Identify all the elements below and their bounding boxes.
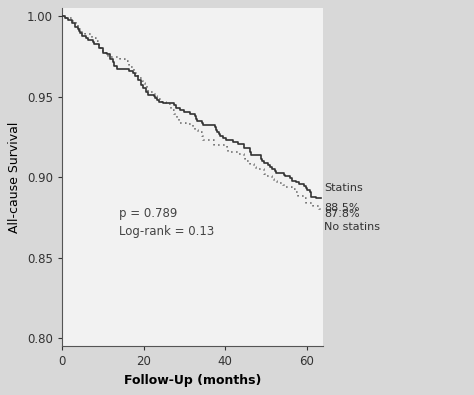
Text: p = 0.789
Log-rank = 0.13: p = 0.789 Log-rank = 0.13 xyxy=(119,207,214,238)
X-axis label: Follow-Up (months): Follow-Up (months) xyxy=(124,374,261,387)
Text: Statins: Statins xyxy=(324,183,363,193)
Y-axis label: All-cause Survival: All-cause Survival xyxy=(9,122,21,233)
Text: 87.8%: 87.8% xyxy=(324,209,360,219)
Text: 88.5%: 88.5% xyxy=(324,203,359,213)
Text: No statins: No statins xyxy=(324,222,380,232)
